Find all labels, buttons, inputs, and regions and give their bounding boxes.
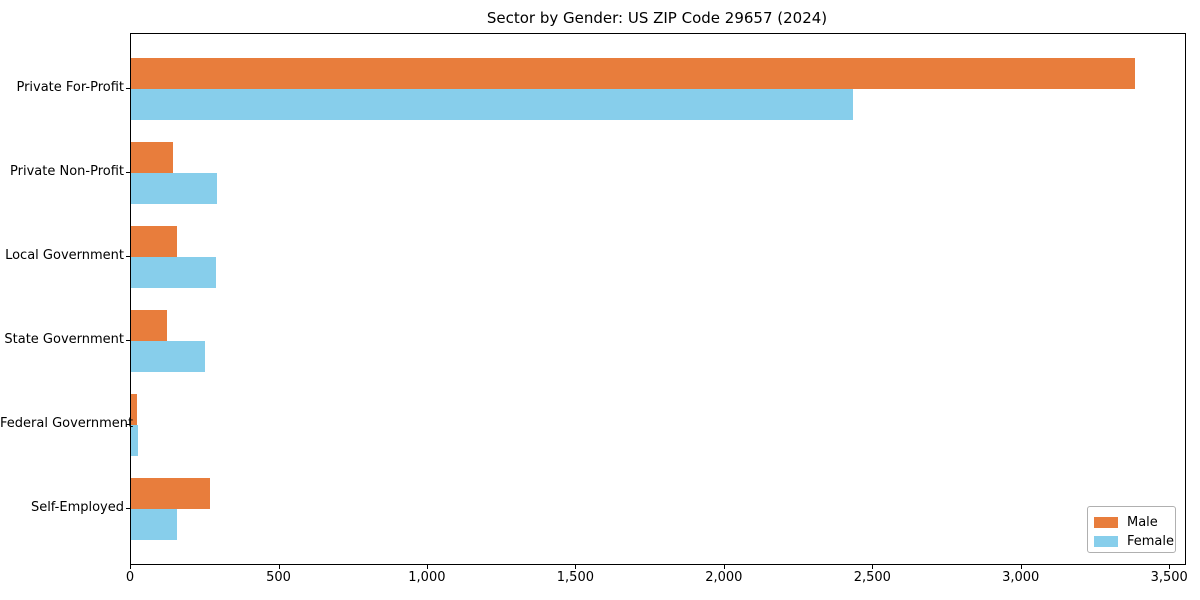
bar-female-5 <box>131 509 177 540</box>
x-tick-mark <box>872 565 874 569</box>
legend: Male Female <box>1087 506 1176 553</box>
x-tick-label: 1,500 <box>556 570 594 585</box>
x-tick-mark <box>1020 565 1022 569</box>
x-tick-mark <box>723 565 725 569</box>
plot-area <box>130 33 1186 565</box>
bar-male-3 <box>131 310 167 341</box>
bar-male-2 <box>131 226 177 257</box>
bar-male-5 <box>131 478 210 509</box>
x-tick-label: 1,000 <box>408 570 446 585</box>
x-tick-mark <box>1169 565 1171 569</box>
bar-male-0 <box>131 58 1135 89</box>
y-tick-label: Federal Government <box>0 416 134 431</box>
bar-female-4 <box>131 425 139 456</box>
y-tick-label: State Government <box>4 332 124 347</box>
bar-female-0 <box>131 89 853 120</box>
legend-entry-female: Female <box>1094 532 1175 551</box>
bar-female-2 <box>131 257 216 288</box>
x-tick-mark <box>278 565 280 569</box>
y-tick-label: Private Non-Profit <box>10 164 124 179</box>
x-tick-label: 2,500 <box>853 570 891 585</box>
y-tick-mark <box>126 508 130 509</box>
x-tick-label: 0 <box>125 570 135 585</box>
x-tick-label: 500 <box>266 570 291 585</box>
y-tick-mark <box>126 424 130 425</box>
x-tick-mark <box>130 565 131 569</box>
x-tick-label: 3,000 <box>1002 570 1040 585</box>
chart-title: Sector by Gender: US ZIP Code 29657 (202… <box>486 9 828 27</box>
y-tick-label: Local Government <box>5 248 124 263</box>
bar-female-3 <box>131 341 206 372</box>
x-tick-mark <box>426 565 428 569</box>
x-tick-label: 3,500 <box>1150 570 1188 585</box>
legend-label-male: Male <box>1127 515 1158 530</box>
y-tick-label: Private For-Profit <box>16 80 124 95</box>
x-tick-mark <box>575 565 577 569</box>
y-tick-mark <box>126 172 130 173</box>
x-tick-label: 2,000 <box>705 570 743 585</box>
bar-male-4 <box>131 394 137 425</box>
y-tick-label: Self-Employed <box>30 500 124 515</box>
legend-label-female: Female <box>1127 534 1175 549</box>
bar-male-1 <box>131 142 173 173</box>
male-swatch <box>1094 517 1118 528</box>
legend-entry-male: Male <box>1094 513 1175 532</box>
y-tick-mark <box>126 88 130 89</box>
female-swatch <box>1094 536 1118 547</box>
y-tick-mark <box>126 340 130 341</box>
bar-female-1 <box>131 173 218 204</box>
y-tick-mark <box>126 256 130 257</box>
